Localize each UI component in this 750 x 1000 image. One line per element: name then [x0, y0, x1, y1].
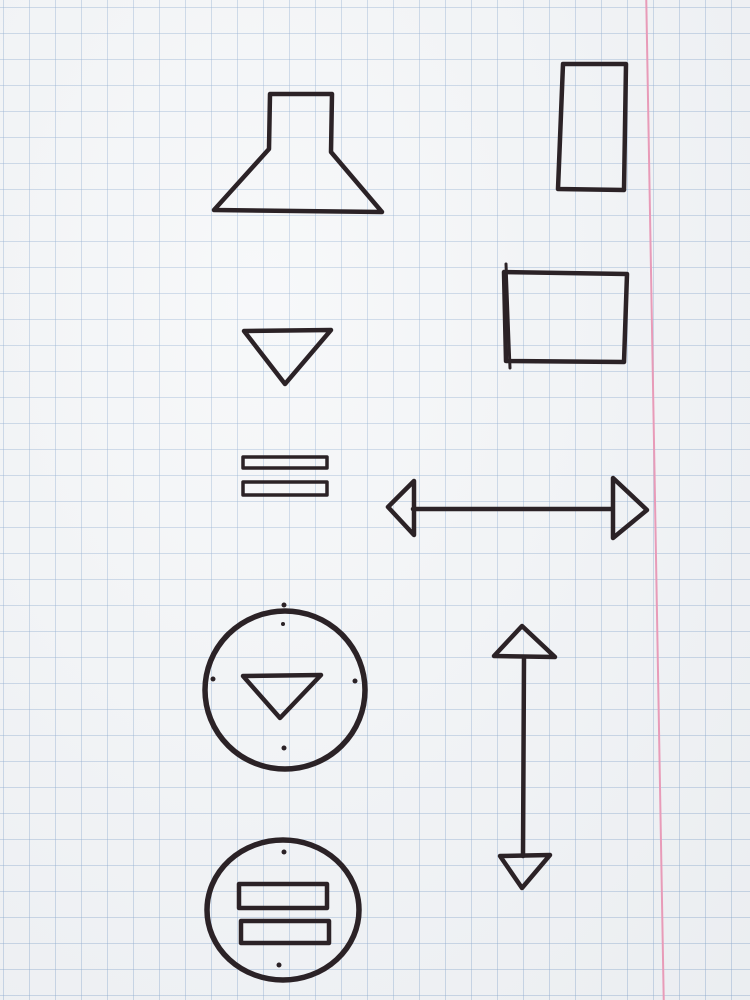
circled-down-triangle	[205, 603, 365, 770]
tall-rectangle	[558, 64, 626, 190]
down-triangle	[244, 330, 331, 384]
vertical-arrow	[494, 626, 555, 888]
circled-double-bar	[207, 840, 359, 980]
funnel-shape	[214, 94, 382, 212]
double-bar	[243, 457, 327, 495]
horizontal-arrow	[388, 478, 647, 538]
wide-rectangle	[504, 264, 627, 368]
